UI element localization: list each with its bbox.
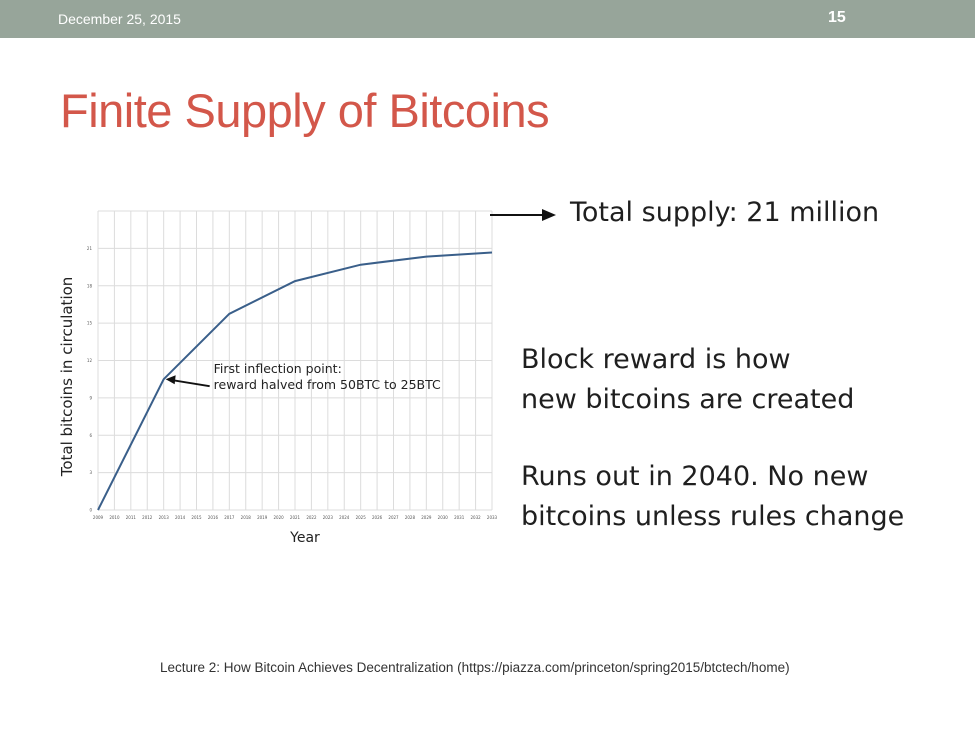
- x-tick-label: 2029: [421, 515, 432, 520]
- block-reward-line-2: new bitcoins are created: [521, 384, 855, 415]
- block-reward-text: Block reward is how new bitcoins are cre…: [521, 340, 854, 420]
- x-tick-label: 2028: [405, 515, 416, 520]
- x-tick-label: 2032: [470, 515, 481, 520]
- y-tick-label: 21: [87, 246, 93, 251]
- x-tick-label: 2023: [323, 515, 334, 520]
- x-tick-label: 2024: [339, 515, 350, 520]
- total-supply-callout: Total supply: 21 million: [570, 197, 880, 228]
- chart-grid: [97, 210, 493, 511]
- x-tick-label: 2022: [306, 515, 317, 520]
- x-tick-label: 2013: [159, 515, 170, 520]
- x-tick-label: 2009: [93, 515, 104, 520]
- x-tick-label: 2031: [454, 515, 465, 520]
- y-tick-label: 18: [87, 283, 93, 288]
- x-tick-label: 2017: [224, 515, 235, 520]
- x-tick-label: 2010: [109, 515, 120, 520]
- y-axis-label: Total bitcoins in circulation: [58, 277, 76, 478]
- x-axis-label: Year: [289, 530, 320, 546]
- annotation-text: reward halved from 50BTC to 25BTC: [214, 377, 441, 392]
- slide-number: 15: [828, 9, 846, 26]
- runs-out-line-1: Runs out in 2040. No new: [521, 461, 869, 492]
- y-tick-label: 9: [89, 395, 92, 400]
- x-tick-label: 2026: [372, 515, 383, 520]
- header-bar: December 25, 2015 15: [0, 0, 975, 38]
- x-tick-label: 2016: [208, 515, 219, 520]
- y-tick-label: 3: [89, 470, 92, 475]
- runs-out-line-2: bitcoins unless rules change: [521, 501, 905, 532]
- x-tick-label: 2019: [257, 515, 268, 520]
- supply-arrow-icon: [490, 209, 556, 221]
- chart-annotations: First inflection point:reward halved fro…: [165, 361, 441, 392]
- supply-chart: 2009 2010 2011 2012 2013 2014 2015 2016 2017 2018…: [58, 210, 498, 546]
- chart-ticks: 2009 2010 2011 2012 2013 2014 2015 2016 2017 2018…: [87, 246, 498, 520]
- x-tick-label: 2018: [241, 515, 252, 520]
- y-tick-label: 0: [89, 508, 92, 513]
- slide-date: December 25, 2015: [58, 11, 181, 27]
- x-tick-label: 2020: [273, 515, 284, 520]
- x-tick-label: 2030: [438, 515, 449, 520]
- x-tick-label: 2014: [175, 515, 186, 520]
- x-tick-label: 2025: [356, 515, 367, 520]
- series-line: [97, 251, 493, 511]
- x-tick-label: 2033: [487, 515, 498, 520]
- x-tick-label: 2011: [126, 515, 137, 520]
- slide-footer: Lecture 2: How Bitcoin Achieves Decentra…: [160, 660, 790, 675]
- x-tick-label: 2012: [142, 515, 153, 520]
- annotation-arrowhead: [165, 375, 176, 385]
- y-tick-label: 6: [89, 433, 92, 438]
- slide-title: Finite Supply of Bitcoins: [60, 84, 550, 137]
- x-tick-label: 2021: [290, 515, 301, 520]
- x-tick-label: 2027: [388, 515, 399, 520]
- y-tick-label: 15: [87, 321, 93, 326]
- x-tick-label: 2015: [191, 515, 202, 520]
- y-tick-label: 12: [87, 358, 93, 363]
- block-reward-line-1: Block reward is how: [521, 344, 791, 375]
- runs-out-text: Runs out in 2040. No new bitcoins unless…: [521, 457, 904, 537]
- annotation-arrow: [172, 379, 210, 388]
- annotation-text: First inflection point:: [214, 361, 342, 376]
